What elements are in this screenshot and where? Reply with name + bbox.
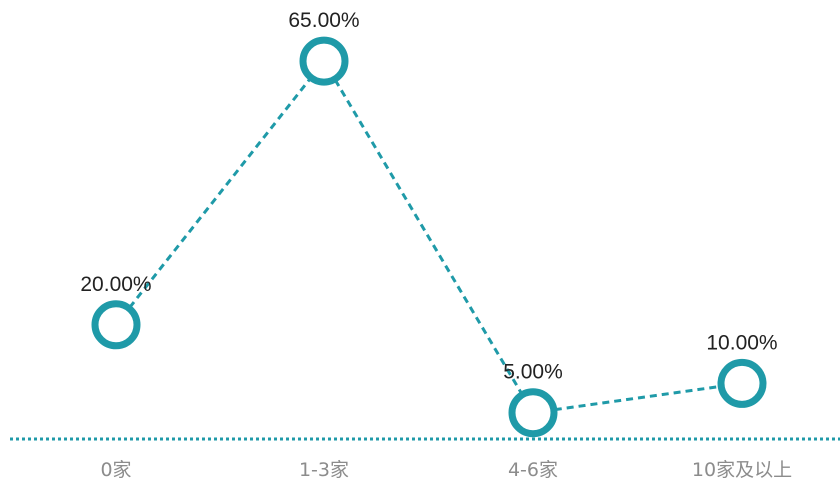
- series-line-group: [128, 77, 721, 412]
- data-point-1: [91, 300, 141, 350]
- data-point-4: [717, 358, 767, 408]
- data-label-2: 65.00%: [288, 9, 359, 32]
- data-label-4: 10.00%: [706, 331, 777, 354]
- x-tick-label-4: 10家及以上: [692, 459, 792, 481]
- x-tick-label-2: 1-3家: [299, 459, 349, 481]
- series-line-segment: [333, 79, 524, 395]
- series-line-segment: [128, 77, 312, 309]
- data-label-group: 20.00% 65.00% 5.00% 10.00%: [80, 9, 777, 384]
- x-tick-label-3: 4-6家: [508, 459, 558, 481]
- data-label-3: 5.00%: [503, 361, 563, 384]
- marker-group: [91, 36, 767, 438]
- x-tick-label-group: 0家 1-3家 4-6家 10家及以上: [100, 459, 792, 481]
- data-point-3: [508, 388, 558, 438]
- series-line-segment: [554, 384, 721, 412]
- data-point-2: [299, 36, 349, 86]
- x-tick-label-1: 0家: [100, 459, 131, 481]
- data-label-1: 20.00%: [80, 273, 151, 296]
